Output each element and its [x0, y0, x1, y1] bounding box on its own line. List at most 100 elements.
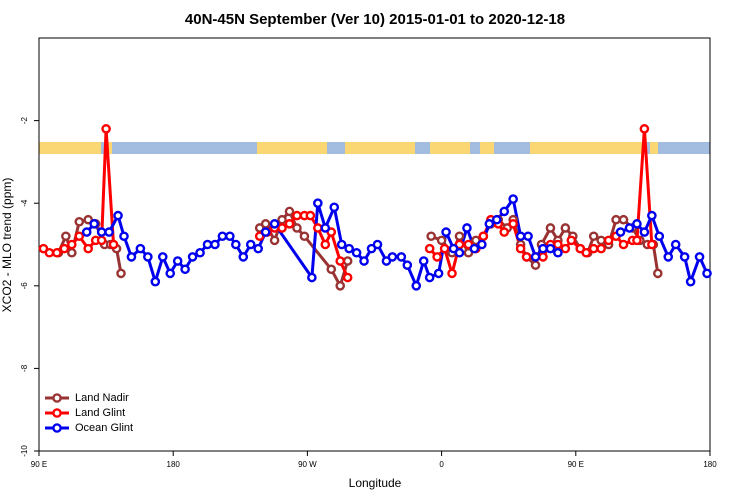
- data-point: [670, 239, 681, 250]
- data-point: [59, 243, 70, 254]
- data-point: [538, 252, 548, 262]
- data-point: [553, 239, 563, 250]
- data-point: [74, 231, 85, 242]
- land-band: [345, 142, 415, 154]
- x-tick-label: 90 E: [31, 460, 47, 469]
- data-point: [299, 231, 310, 242]
- data-point: [372, 239, 383, 250]
- land-band: [480, 142, 494, 154]
- data-point: [515, 231, 526, 242]
- data-point: [545, 223, 556, 233]
- data-point: [545, 243, 556, 254]
- data-point: [150, 276, 161, 287]
- data-point: [611, 214, 621, 225]
- y-tick-label: -4: [20, 199, 29, 207]
- x-tick-label: 180: [703, 460, 717, 469]
- data-point: [588, 231, 599, 242]
- legend-marker: [52, 408, 62, 418]
- x-tick-label: 0: [439, 460, 444, 469]
- data-point: [269, 219, 280, 229]
- data-point: [277, 214, 287, 225]
- data-point: [596, 243, 606, 254]
- data-point: [307, 272, 317, 283]
- data-point: [101, 124, 111, 134]
- data-point: [553, 247, 563, 258]
- data-point: [108, 239, 119, 250]
- data-point: [439, 243, 450, 254]
- data-point: [269, 235, 280, 246]
- y-tick-label: -10: [20, 445, 29, 457]
- data-point: [632, 219, 642, 229]
- data-point: [335, 256, 346, 266]
- data-point: [238, 252, 249, 262]
- x-tick-label: 180: [167, 460, 181, 469]
- data-point: [67, 239, 77, 250]
- data-point: [508, 219, 518, 229]
- data-point: [530, 252, 541, 262]
- data-point: [89, 219, 99, 229]
- legend-marker: [52, 423, 62, 433]
- data-point: [277, 223, 287, 233]
- data-point: [402, 260, 413, 270]
- data-point: [113, 210, 123, 221]
- data-point: [351, 247, 362, 258]
- data-point: [441, 227, 451, 237]
- data-point: [560, 243, 571, 254]
- data-point: [329, 202, 340, 213]
- legend-label: Ocean Glint: [75, 422, 133, 434]
- data-point: [96, 227, 107, 237]
- data-point: [499, 227, 510, 237]
- data-point: [320, 239, 331, 250]
- data-point: [320, 223, 331, 233]
- data-point: [447, 268, 457, 279]
- data-point: [180, 264, 190, 275]
- data-point: [342, 272, 353, 283]
- data-point: [521, 252, 532, 262]
- data-point: [523, 231, 533, 242]
- data-point: [344, 243, 354, 254]
- data-point: [663, 252, 674, 262]
- y-tick-label: -8: [20, 364, 29, 372]
- land-band: [530, 142, 642, 154]
- data-point: [210, 239, 220, 250]
- data-point: [478, 231, 489, 242]
- data-point: [653, 268, 663, 279]
- data-point: [52, 247, 62, 258]
- data-point: [618, 214, 629, 225]
- data-point: [426, 231, 436, 242]
- data-point: [342, 256, 353, 266]
- data-point: [436, 235, 447, 246]
- data-point: [292, 223, 302, 233]
- data-point: [654, 231, 665, 242]
- data-point: [615, 227, 626, 237]
- data-point: [639, 227, 650, 237]
- data-point: [67, 247, 77, 258]
- data-point: [603, 235, 614, 246]
- data-point: [195, 247, 205, 258]
- data-point: [83, 243, 94, 254]
- data-point: [679, 252, 690, 262]
- data-point: [618, 239, 629, 250]
- data-point: [432, 252, 442, 262]
- data-point: [469, 243, 480, 254]
- land-band: [39, 142, 101, 154]
- data-point: [305, 210, 316, 221]
- data-point: [685, 276, 696, 287]
- data-point: [61, 231, 71, 242]
- data-point: [499, 206, 510, 217]
- data-point: [560, 223, 571, 233]
- data-point: [116, 268, 126, 279]
- data-point: [81, 227, 92, 237]
- data-point: [260, 227, 271, 237]
- data-point: [396, 252, 407, 262]
- data-point: [336, 239, 347, 250]
- land-band: [650, 142, 658, 154]
- data-point: [639, 124, 650, 134]
- data-point: [231, 239, 241, 250]
- legend-marker: [52, 393, 62, 403]
- y-axis-label: XCO2 - MLO trend (ppm): [0, 178, 14, 313]
- data-point: [530, 260, 541, 270]
- data-point: [44, 247, 55, 258]
- land-ocean-strip: [39, 142, 710, 154]
- data-point: [433, 268, 444, 279]
